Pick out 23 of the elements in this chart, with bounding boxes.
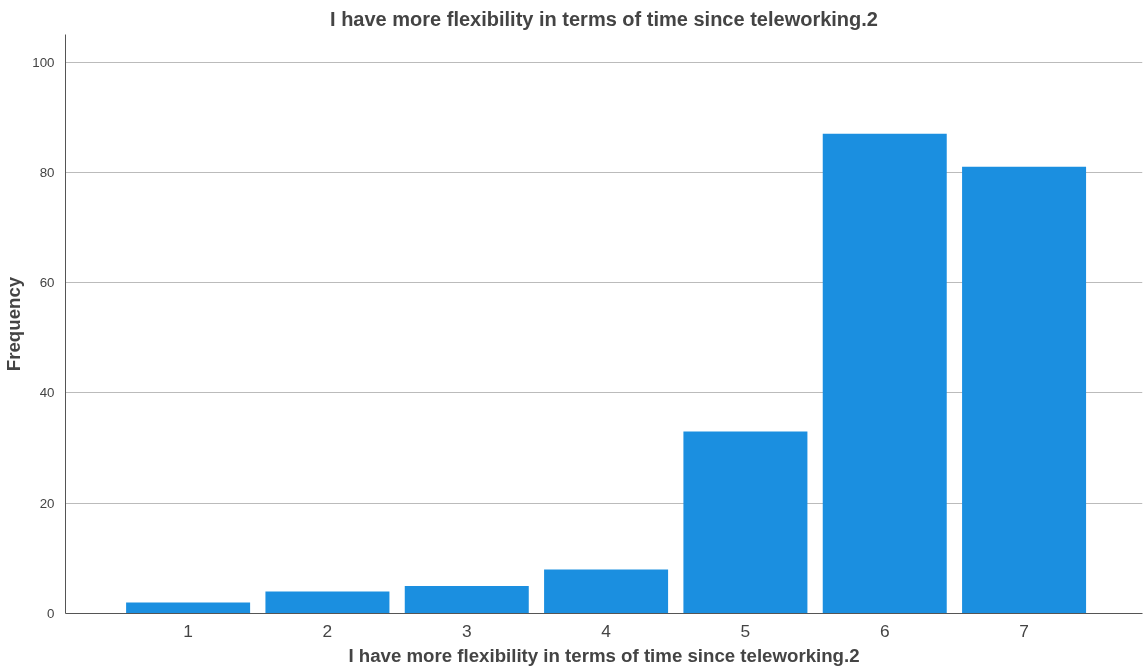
bar: [962, 166, 1087, 614]
x-tick-label: 4: [601, 620, 612, 641]
y-tick-label: 0: [47, 606, 55, 621]
x-tick-label: 3: [461, 620, 472, 641]
y-tick-label: 20: [39, 495, 55, 511]
x-tick-label: 1: [183, 620, 193, 641]
chart-title: I have more flexibility in terms of time since teleworking.2: [330, 7, 878, 30]
x-tick-label: 6: [879, 620, 890, 641]
bar: [404, 585, 529, 614]
y-tick-label: 40: [39, 385, 55, 401]
x-tick-label: 5: [740, 620, 751, 641]
x-tick-label: 7: [1019, 620, 1029, 641]
bar: [683, 431, 808, 614]
bar: [265, 591, 390, 614]
y-tick-label: 80: [39, 164, 55, 180]
x-tick-label: 2: [322, 620, 333, 641]
bar: [544, 569, 669, 614]
y-axis-title: Frequency: [3, 276, 25, 372]
bar: [126, 602, 251, 614]
bar: [822, 133, 947, 614]
y-tick-label: 60: [39, 275, 55, 291]
x-axis-title: I have more flexibility in terms of time since teleworking.2: [348, 644, 860, 666]
y-tick-label: 100: [32, 54, 55, 70]
